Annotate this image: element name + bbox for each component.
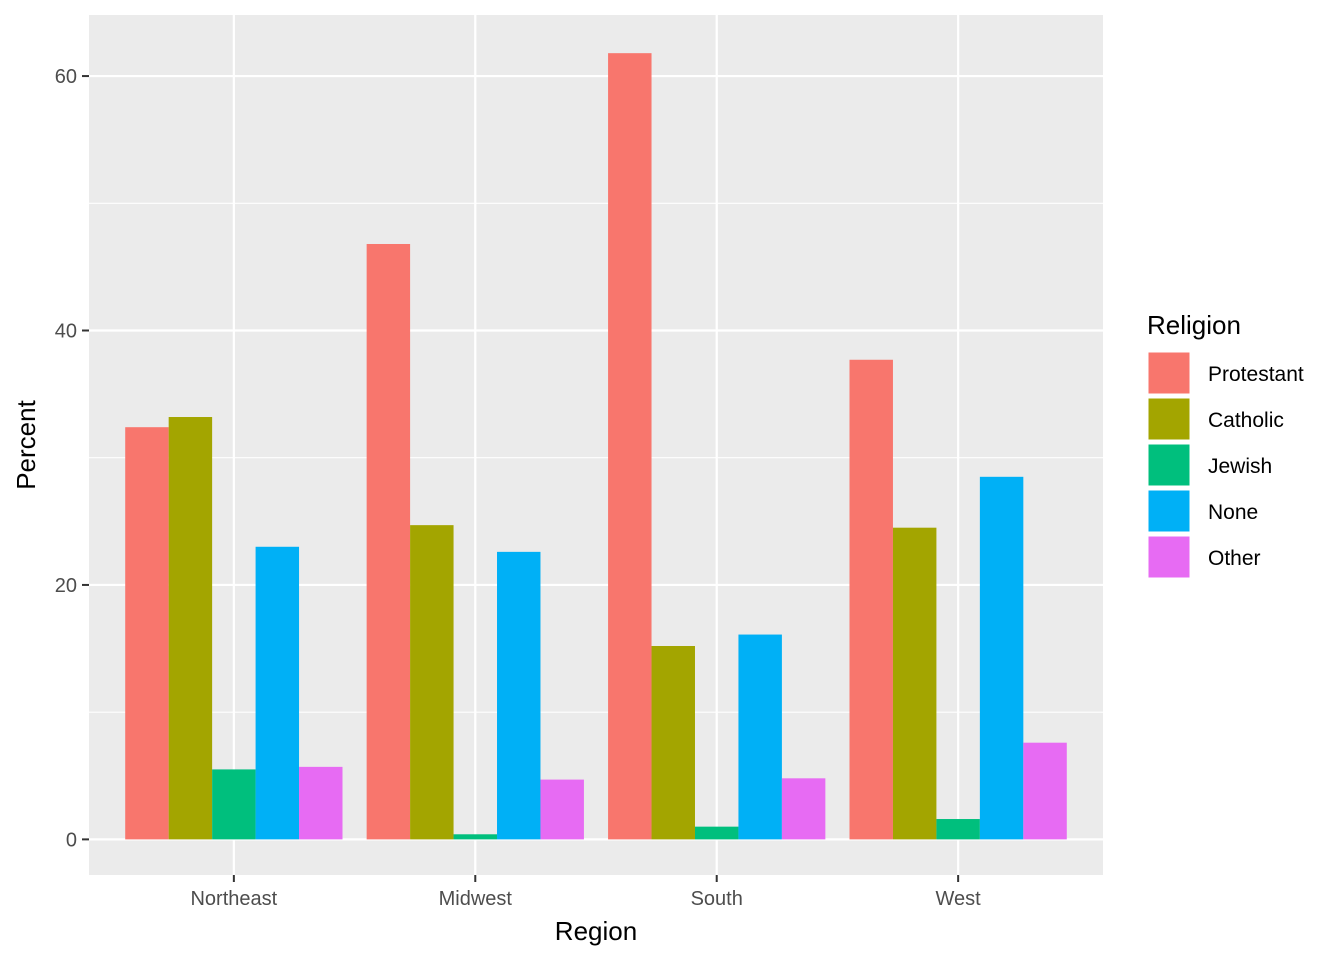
bar-protestant xyxy=(608,53,652,840)
bar-other xyxy=(299,766,343,840)
bar-none xyxy=(738,634,782,840)
legend-key-catholic xyxy=(1147,397,1191,441)
y-axis: 0 20 40 60 xyxy=(55,66,89,851)
bar-protestant xyxy=(366,243,411,840)
bar-other xyxy=(540,779,584,840)
bar-protestant xyxy=(125,427,169,840)
y-axis-title: Percent xyxy=(11,399,41,489)
x-tick-label: Northeast xyxy=(190,888,277,910)
legend-key-other xyxy=(1147,535,1191,579)
bar-catholic xyxy=(410,525,454,840)
y-tick-label: 20 xyxy=(55,575,77,597)
bar-catholic xyxy=(892,527,937,840)
bar-jewish xyxy=(212,769,256,840)
legend-title: Religion xyxy=(1147,310,1241,340)
x-tick-label: Midwest xyxy=(439,888,513,910)
x-tick-label: South xyxy=(691,888,743,910)
legend-label-other: Other xyxy=(1208,547,1261,570)
bar-jewish xyxy=(936,819,980,840)
bar-none xyxy=(497,551,541,840)
bars xyxy=(125,53,1067,840)
legend: Religion Protestant Catholic Jewish None Oth… xyxy=(1147,310,1304,579)
legend-key-protestant xyxy=(1147,351,1191,395)
y-tick-label: 0 xyxy=(66,829,77,851)
y-tick-label: 60 xyxy=(55,66,77,88)
legend-label-none: None xyxy=(1208,501,1258,524)
legend-label-catholic: Catholic xyxy=(1208,409,1284,432)
bar-none xyxy=(979,476,1024,840)
y-tick-label: 40 xyxy=(55,321,77,343)
bar-catholic xyxy=(651,646,695,840)
bar-protestant xyxy=(849,359,893,840)
bar-other xyxy=(781,778,826,840)
bar-other xyxy=(1023,742,1067,840)
bar-jewish xyxy=(694,826,739,840)
bar-catholic xyxy=(168,417,213,840)
legend-label-protestant: Protestant xyxy=(1208,363,1304,386)
x-axis: Northeast Midwest South West xyxy=(190,875,981,910)
bar-none xyxy=(255,546,300,840)
legend-label-jewish: Jewish xyxy=(1208,455,1272,478)
bar-jewish xyxy=(453,834,498,840)
panel-background xyxy=(89,15,1103,875)
legend-key-jewish xyxy=(1147,443,1191,487)
x-axis-title: Region xyxy=(555,916,637,946)
x-tick-label: West xyxy=(936,888,982,910)
legend-key-none xyxy=(1147,489,1191,533)
